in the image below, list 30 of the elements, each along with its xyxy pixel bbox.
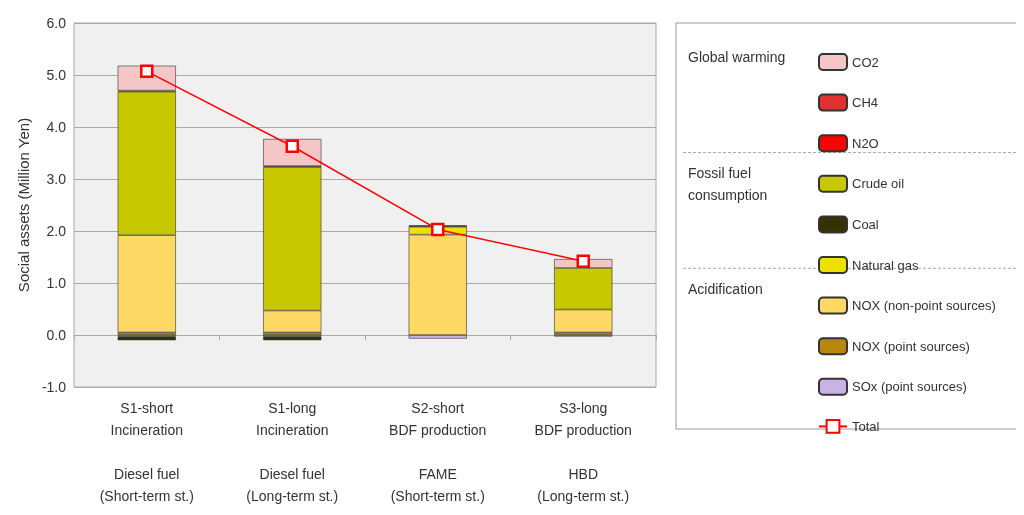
- legend-label: Total: [852, 418, 880, 434]
- text: Global warming: [688, 49, 786, 65]
- y-tick-label: -1.0: [41, 379, 67, 395]
- text: Acidification: [688, 280, 763, 297]
- legend-label: Natural gas: [852, 257, 919, 273]
- bar: [263, 336, 322, 341]
- y-tick-label: 4.0: [46, 119, 67, 135]
- point: [576, 254, 590, 268]
- point: [431, 222, 445, 237]
- legend-label: Crude oil: [852, 176, 905, 192]
- y-tick-label: 1.0: [46, 275, 67, 291]
- y-tick-label: 3.0: [46, 171, 67, 187]
- category-label: S3-long BDF production HBD (Long-term st.): [534, 400, 632, 504]
- legend-label: CO2: [852, 54, 879, 70]
- legend-label: NOX (non-point sources): [852, 298, 996, 314]
- y-tick-label: 6.0: [46, 15, 67, 31]
- legend-label: N2O: [852, 135, 879, 151]
- legend-label: SOx (point sources): [852, 379, 967, 395]
- category-label: S1-long Incineration Diesel fuel (Long-term st.): [246, 400, 339, 504]
- category-label: S1-short Incineration Diesel fuel (Short-term st.): [99, 400, 194, 504]
- legend-label: Coal: [852, 216, 879, 232]
- y-tick-label: 2.0: [46, 223, 67, 239]
- bar: [117, 336, 176, 341]
- legend-label: NOX (point sources): [852, 338, 970, 354]
- legend-label: CH4: [852, 95, 879, 111]
- y-tick-label: 5.0: [46, 67, 67, 83]
- y-axis-title: Social assets (Million Yen): [15, 117, 32, 293]
- text: Fossil fuel consumption: [688, 164, 768, 203]
- category-label: S2-short BDF production FAME (Short-term st.): [389, 400, 487, 504]
- y-tick-label: 0.0: [46, 327, 67, 343]
